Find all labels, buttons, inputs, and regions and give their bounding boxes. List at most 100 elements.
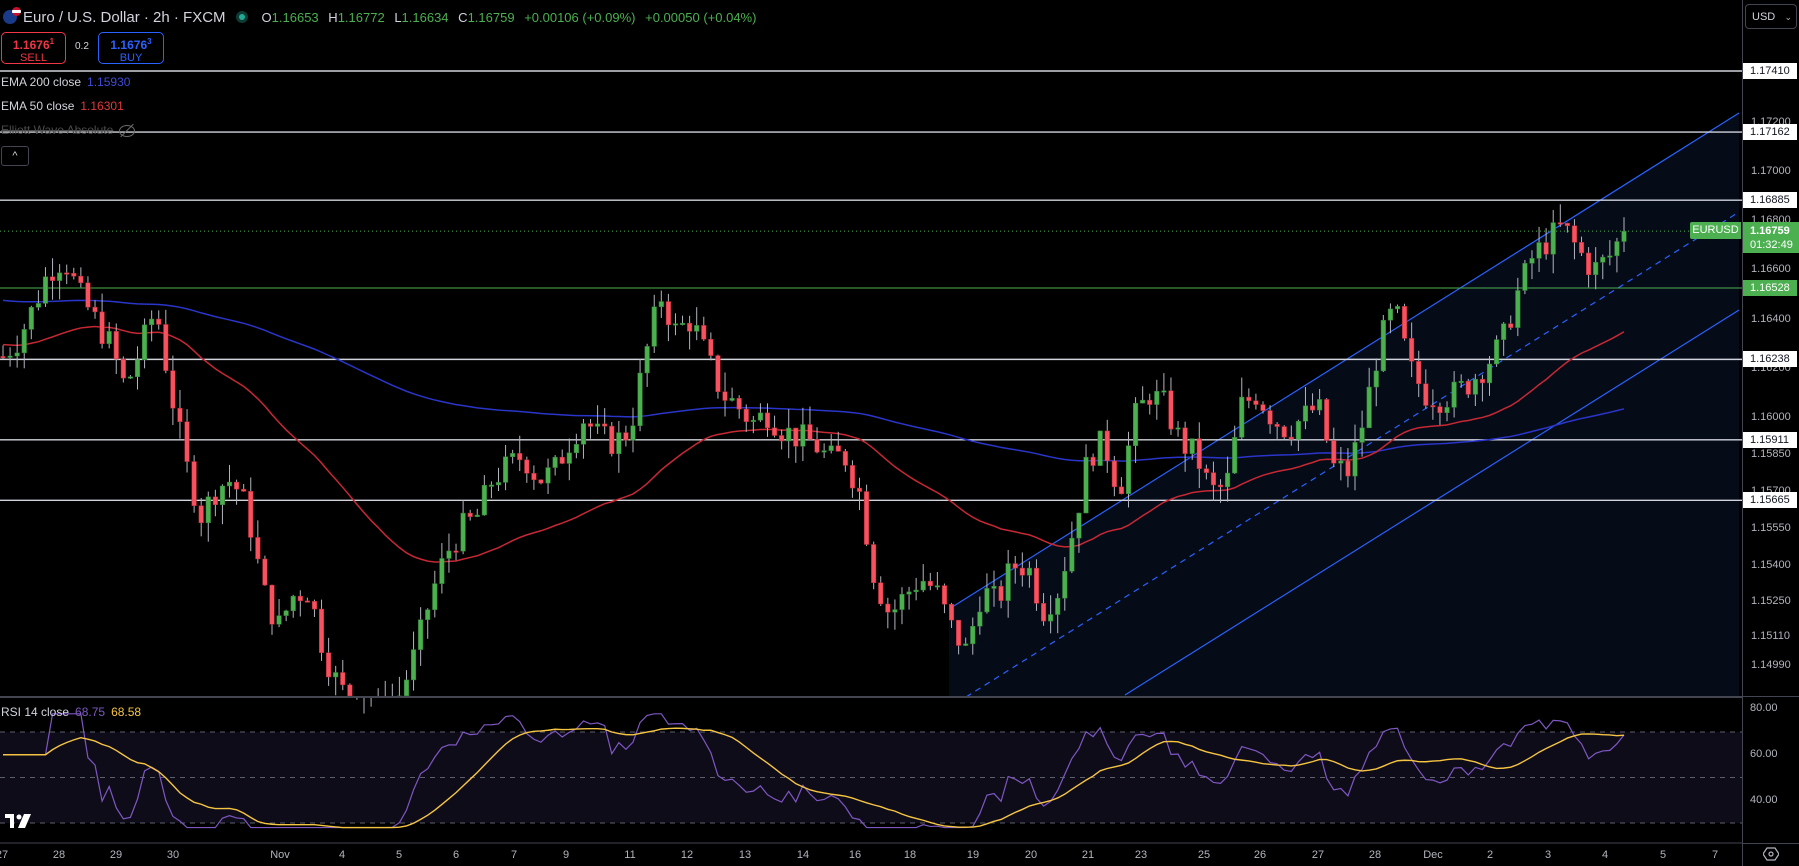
time-label: 11 (624, 849, 636, 861)
eur-usd-flag-icon (3, 7, 21, 24)
rsi-tick-60: 60.00 (1750, 748, 1778, 760)
time-label: 26 (1253, 849, 1267, 861)
price-tick: 1.16400 (1751, 312, 1791, 325)
legend-ema200[interactable]: EMA 200 close 1.15930 (1, 75, 130, 89)
rsi-line[interactable] (3, 713, 1625, 829)
ema200-label: EMA 200 close (1, 75, 82, 89)
time-label: 6 (452, 849, 460, 861)
time-label: 5 (1659, 849, 1667, 861)
channel-lower-line[interactable] (1124, 309, 1740, 696)
high-key: H (328, 9, 338, 25)
time-label: 19 (966, 849, 980, 861)
time-label: 3 (1544, 849, 1552, 861)
time-label: Nov (270, 849, 290, 861)
chevron-up-icon: ^ (12, 150, 18, 162)
price-level-label[interactable]: 1.17410 (1743, 63, 1797, 79)
sell-label: SELL (20, 52, 47, 64)
candlestick-series (0, 204, 1627, 714)
currency-select[interactable]: USD ⌄ (1745, 4, 1797, 29)
rsi-tick-40: 40.00 (1750, 794, 1778, 806)
time-label: 4 (338, 849, 346, 861)
time-label: 28 (1368, 849, 1382, 861)
time-label: 12 (680, 849, 694, 861)
price-tick: 1.15850 (1751, 447, 1791, 460)
legend-elliott-wave[interactable]: Elliott Wave Absolute (1, 123, 136, 137)
bar-countdown: 01:32:49 (1750, 239, 1793, 251)
price-level-label[interactable]: 1.16528 (1743, 280, 1797, 297)
change-value: +0.00106 (+0.09%) (524, 9, 636, 25)
sell-button[interactable]: 1.16761 SELL (1, 32, 66, 64)
rsi-value: 68.75 (75, 705, 106, 719)
channel-fill (949, 113, 1739, 697)
symbol-header: Euro / U.S. Dollar · 2h · FXCM O1.16653 … (0, 6, 756, 28)
time-label: 13 (738, 849, 752, 861)
ema50-value: 1.16301 (80, 99, 124, 113)
price-tick: 1.17000 (1751, 164, 1791, 177)
chart-settings-icon[interactable] (1763, 847, 1779, 861)
rsi-legend[interactable]: RSI 14 close 68.75 68.58 (1, 705, 141, 719)
symbol-title[interactable]: Euro / U.S. Dollar · 2h · FXCM (23, 8, 226, 26)
horizontal-levels (0, 70, 1742, 502)
price-level-label[interactable]: 1.16238 (1743, 351, 1797, 368)
change-value-2: +0.00050 (+0.04%) (645, 9, 757, 25)
chevron-down-icon: ⌄ (1784, 12, 1792, 22)
time-label: 7 (510, 849, 518, 861)
axis-bottom-border (1742, 843, 1799, 844)
buy-button[interactable]: 1.16763 BUY (98, 32, 164, 64)
time-label: 29 (109, 849, 123, 861)
market-open-status-icon (235, 11, 248, 23)
ema200-value: 1.15930 (87, 75, 131, 89)
price-level-label[interactable]: 1.15911 (1743, 431, 1797, 448)
time-label: 30 (166, 849, 180, 861)
time-label: 27 (1311, 849, 1325, 861)
currency-value: USD (1752, 11, 1776, 23)
price-chart-canvas[interactable] (0, 0, 1742, 866)
low-key: L (394, 9, 402, 25)
price-tick: 1.15550 (1751, 521, 1791, 534)
price-level-label[interactable]: 1.17162 (1743, 124, 1797, 141)
price-tick: 1.14990 (1751, 659, 1791, 672)
price-tick: 1.16600 (1751, 263, 1791, 276)
high-value: 1.16772 (337, 9, 385, 25)
collapse-legend-button[interactable]: ^ (1, 146, 29, 166)
legend-ema50[interactable]: EMA 50 close 1.16301 (1, 99, 124, 113)
rsi-ma-line[interactable] (3, 727, 1625, 829)
price-tick: 1.15400 (1751, 558, 1791, 571)
time-label: 18 (903, 849, 917, 861)
tradingview-logo-icon[interactable] (5, 814, 35, 828)
price-level-label[interactable]: 1.16885 (1743, 192, 1797, 209)
open-value: 1.16653 (271, 9, 319, 25)
price-level-label[interactable]: 1.15665 (1743, 492, 1797, 509)
time-label: 5 (395, 849, 403, 861)
elliott-wave-label: Elliott Wave Absolute (1, 123, 114, 137)
time-label: 16 (848, 849, 862, 861)
time-label: 4 (1601, 849, 1609, 861)
close-key: C (458, 9, 468, 25)
buy-label: BUY (119, 52, 143, 64)
last-price-label: 1.16759 01:32:49 (1743, 222, 1799, 253)
time-label: 14 (796, 849, 810, 861)
buy-price: 1.1676 (110, 38, 148, 52)
spread-value: 0.2 (75, 41, 89, 52)
time-label: 28 (52, 849, 66, 861)
rsi-pane (0, 713, 1742, 829)
close-value: 1.16759 (467, 9, 515, 25)
time-label: 23 (1134, 849, 1148, 861)
open-key: O (261, 9, 272, 25)
rsi-label: RSI 14 close (1, 705, 70, 719)
buy-price-pip: 3 (147, 37, 152, 46)
price-tick: 1.15250 (1751, 595, 1791, 608)
time-label: 2 (1486, 849, 1494, 861)
time-label: 7 (1711, 849, 1719, 861)
hidden-eye-icon[interactable] (119, 124, 136, 137)
time-label: 20 (1024, 849, 1038, 861)
price-tick: 1.15110 (1751, 629, 1790, 642)
ohlc-values: O1.16653 H1.16772 L1.16634 C1.16759 +0.0… (256, 10, 757, 25)
price-tick: 1.16000 (1751, 410, 1791, 423)
time-label: 25 (1197, 849, 1211, 861)
time-label: 21 (1081, 849, 1095, 861)
symbol-price-tag: EURUSD (1690, 222, 1741, 239)
rsi-ma-value: 68.58 (111, 705, 142, 719)
rsi-tick-80: 80.00 (1750, 702, 1778, 714)
time-label: 27 (0, 849, 9, 861)
